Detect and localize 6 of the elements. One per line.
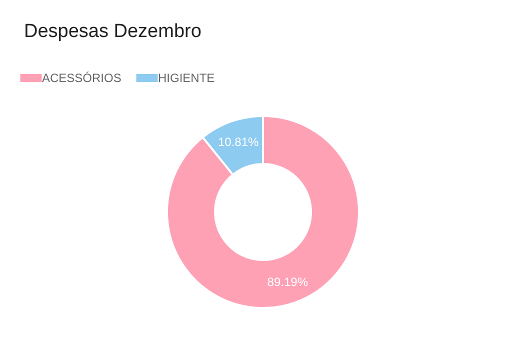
data-label: 10.81% (218, 135, 260, 150)
legend-label: HIGIENTE (158, 71, 215, 85)
data-label: 89.19% (267, 274, 308, 289)
legend-label: ACESSÓRIOS (42, 71, 122, 85)
donut-slice (166, 115, 360, 309)
chart-title: Despesas Dezembro (24, 21, 202, 42)
